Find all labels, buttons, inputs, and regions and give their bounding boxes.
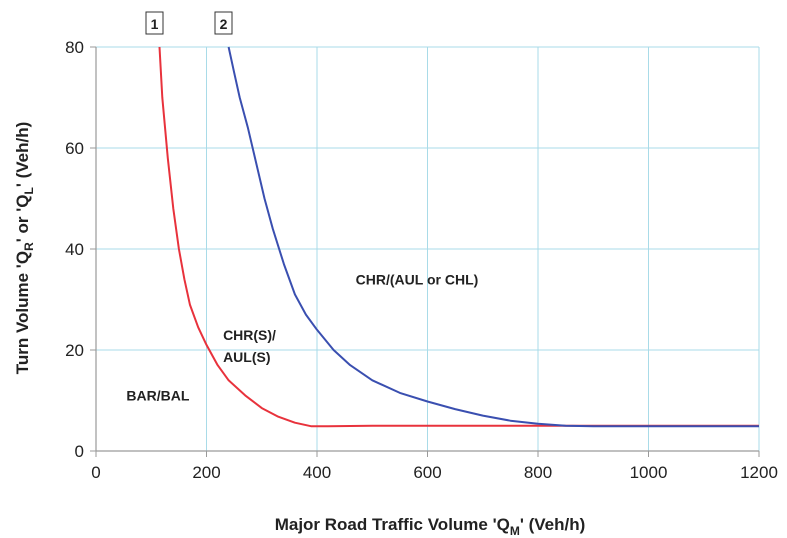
x-tick-label: 400 bbox=[303, 463, 331, 482]
x-axis-title: Major Road Traffic Volume 'QM' (Veh/h) bbox=[275, 515, 586, 538]
axes bbox=[90, 46, 760, 457]
y-tick-label: 0 bbox=[75, 442, 84, 461]
grid-lines bbox=[96, 46, 760, 451]
x-tick-labels: 0 200 400 600 800 1000 1200 bbox=[91, 463, 778, 482]
series-box-label-1: 1 bbox=[151, 16, 159, 32]
series-line-2 bbox=[227, 46, 759, 428]
series-lines bbox=[158, 46, 759, 428]
y-tick-label: 40 bbox=[65, 240, 84, 259]
series-box-2 bbox=[214, 11, 233, 35]
series-line-1 bbox=[158, 46, 759, 428]
x-tick-label: 600 bbox=[413, 463, 441, 482]
region-label-line: CHR/(AUL or CHL) bbox=[356, 271, 479, 287]
y-tick-labels: 0 20 40 60 80 bbox=[65, 38, 84, 461]
region-label: BAR/BAL bbox=[126, 388, 189, 404]
region-label-line: CHR(S)/ bbox=[223, 327, 276, 343]
y-axis-title: Turn Volume 'QR' or 'QL' (Veh/h) bbox=[13, 122, 36, 375]
region-label: CHR(S)/ AUL(S) bbox=[223, 327, 276, 365]
region-label-line: AUL(S) bbox=[223, 349, 270, 365]
x-tick-label: 0 bbox=[91, 463, 100, 482]
x-tick-label: 1000 bbox=[630, 463, 668, 482]
series-box-label-2: 2 bbox=[220, 16, 228, 32]
x-tick-label: 800 bbox=[524, 463, 552, 482]
y-tick-label: 80 bbox=[65, 38, 84, 57]
y-tick-label: 60 bbox=[65, 139, 84, 158]
y-tick-label: 20 bbox=[65, 341, 84, 360]
x-tick-label: 200 bbox=[192, 463, 220, 482]
region-labels: BAR/BAL CHR(S)/ AUL(S) CHR/(AUL or CHL) bbox=[126, 271, 478, 403]
series-box-1 bbox=[145, 11, 164, 35]
region-label-line: BAR/BAL bbox=[126, 388, 189, 404]
region-label: CHR/(AUL or CHL) bbox=[356, 271, 479, 287]
x-tick-label: 1200 bbox=[740, 463, 778, 482]
